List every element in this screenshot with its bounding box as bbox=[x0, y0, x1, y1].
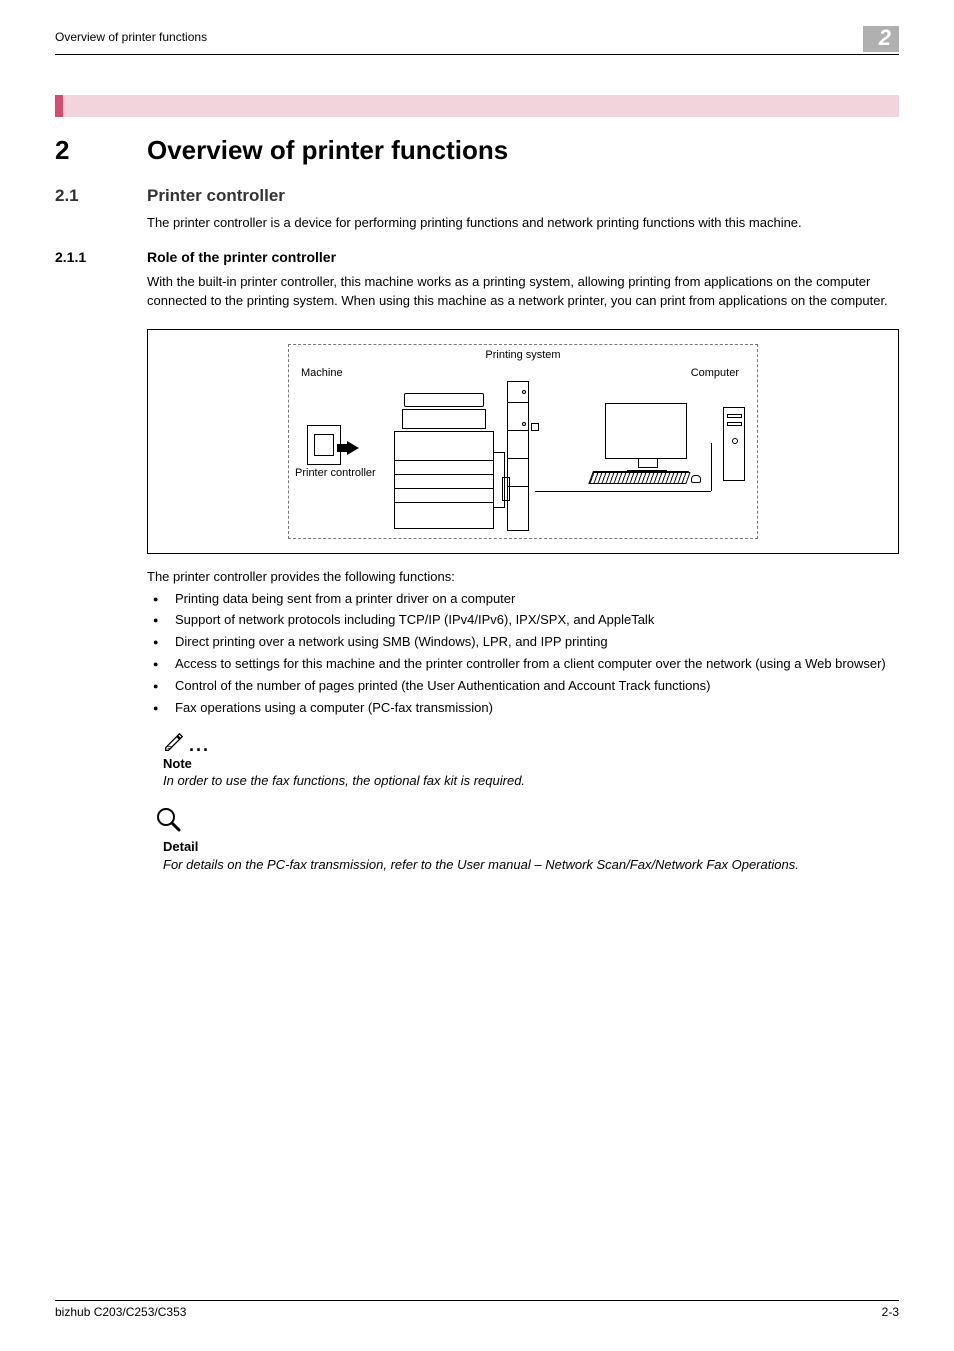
heading-1-number: 2 bbox=[55, 135, 147, 166]
list-item: Printing data being sent from a printer … bbox=[147, 590, 899, 609]
heading-2-number: 2.1 bbox=[55, 186, 147, 206]
heading-1-text: Overview of printer functions bbox=[147, 135, 508, 166]
diagram-label-system: Printing system bbox=[485, 349, 560, 361]
accent-bar-light bbox=[63, 95, 899, 117]
list-item: Support of network protocols including T… bbox=[147, 611, 899, 630]
heading-2: 2.1 Printer controller bbox=[55, 186, 899, 206]
detail-magnifier-icon bbox=[155, 806, 181, 832]
detail-callout: Detail For details on the PC-fax transmi… bbox=[155, 806, 899, 875]
heading-3-number: 2.1.1 bbox=[55, 249, 147, 265]
diagram-label-computer: Computer bbox=[691, 367, 739, 379]
controller-box-icon bbox=[307, 425, 341, 465]
cable-connector-icon bbox=[531, 423, 539, 431]
mfp-icon bbox=[394, 393, 494, 531]
page-footer: bizhub C203/C253/C353 2-3 bbox=[55, 1300, 899, 1319]
accent-bar bbox=[55, 95, 899, 117]
page-header: Overview of printer functions 2 bbox=[55, 30, 899, 55]
note-dots-icon: ... bbox=[189, 736, 210, 754]
header-section-title: Overview of printer functions bbox=[55, 30, 207, 44]
finisher-tower-icon bbox=[507, 381, 529, 531]
intro-paragraph: The printer controller is a device for p… bbox=[147, 214, 899, 233]
list-item: Fax operations using a computer (PC-fax … bbox=[147, 699, 899, 718]
detail-label: Detail bbox=[163, 839, 899, 854]
detail-text: For details on the PC-fax transmission, … bbox=[163, 856, 899, 875]
functions-intro: The printer controller provides the foll… bbox=[147, 568, 899, 587]
diagram-label-controller: Printer controller bbox=[295, 467, 376, 479]
accent-bar-dark bbox=[55, 95, 63, 117]
heading-1: 2 Overview of printer functions bbox=[55, 135, 899, 166]
arrow-icon bbox=[347, 441, 359, 455]
printing-system-diagram: Printing system Machine Computer Printer… bbox=[147, 329, 899, 554]
diagram-label-machine: Machine bbox=[301, 367, 343, 379]
note-pen-icon bbox=[163, 732, 185, 754]
computer-icon bbox=[605, 403, 745, 483]
heading-3-text: Role of the printer controller bbox=[147, 249, 336, 265]
footer-page-number: 2-3 bbox=[882, 1305, 899, 1319]
note-label: Note bbox=[163, 756, 899, 771]
list-item: Access to settings for this machine and … bbox=[147, 655, 899, 674]
diagram-frame: Printing system Machine Computer Printer… bbox=[288, 344, 758, 539]
note-callout: ... Note In order to use the fax functio… bbox=[163, 732, 899, 788]
header-chapter-badge: 2 bbox=[863, 26, 899, 52]
note-text: In order to use the fax functions, the o… bbox=[163, 773, 899, 788]
footer-model: bizhub C203/C253/C353 bbox=[55, 1305, 186, 1319]
heading-3: 2.1.1 Role of the printer controller bbox=[55, 249, 899, 265]
heading-2-text: Printer controller bbox=[147, 186, 285, 206]
role-paragraph: With the built-in printer controller, th… bbox=[147, 273, 899, 311]
list-item: Control of the number of pages printed (… bbox=[147, 677, 899, 696]
functions-list: The printer controller provides the foll… bbox=[147, 568, 899, 718]
list-item: Direct printing over a network using SMB… bbox=[147, 633, 899, 652]
cable-horizontal bbox=[535, 491, 711, 492]
